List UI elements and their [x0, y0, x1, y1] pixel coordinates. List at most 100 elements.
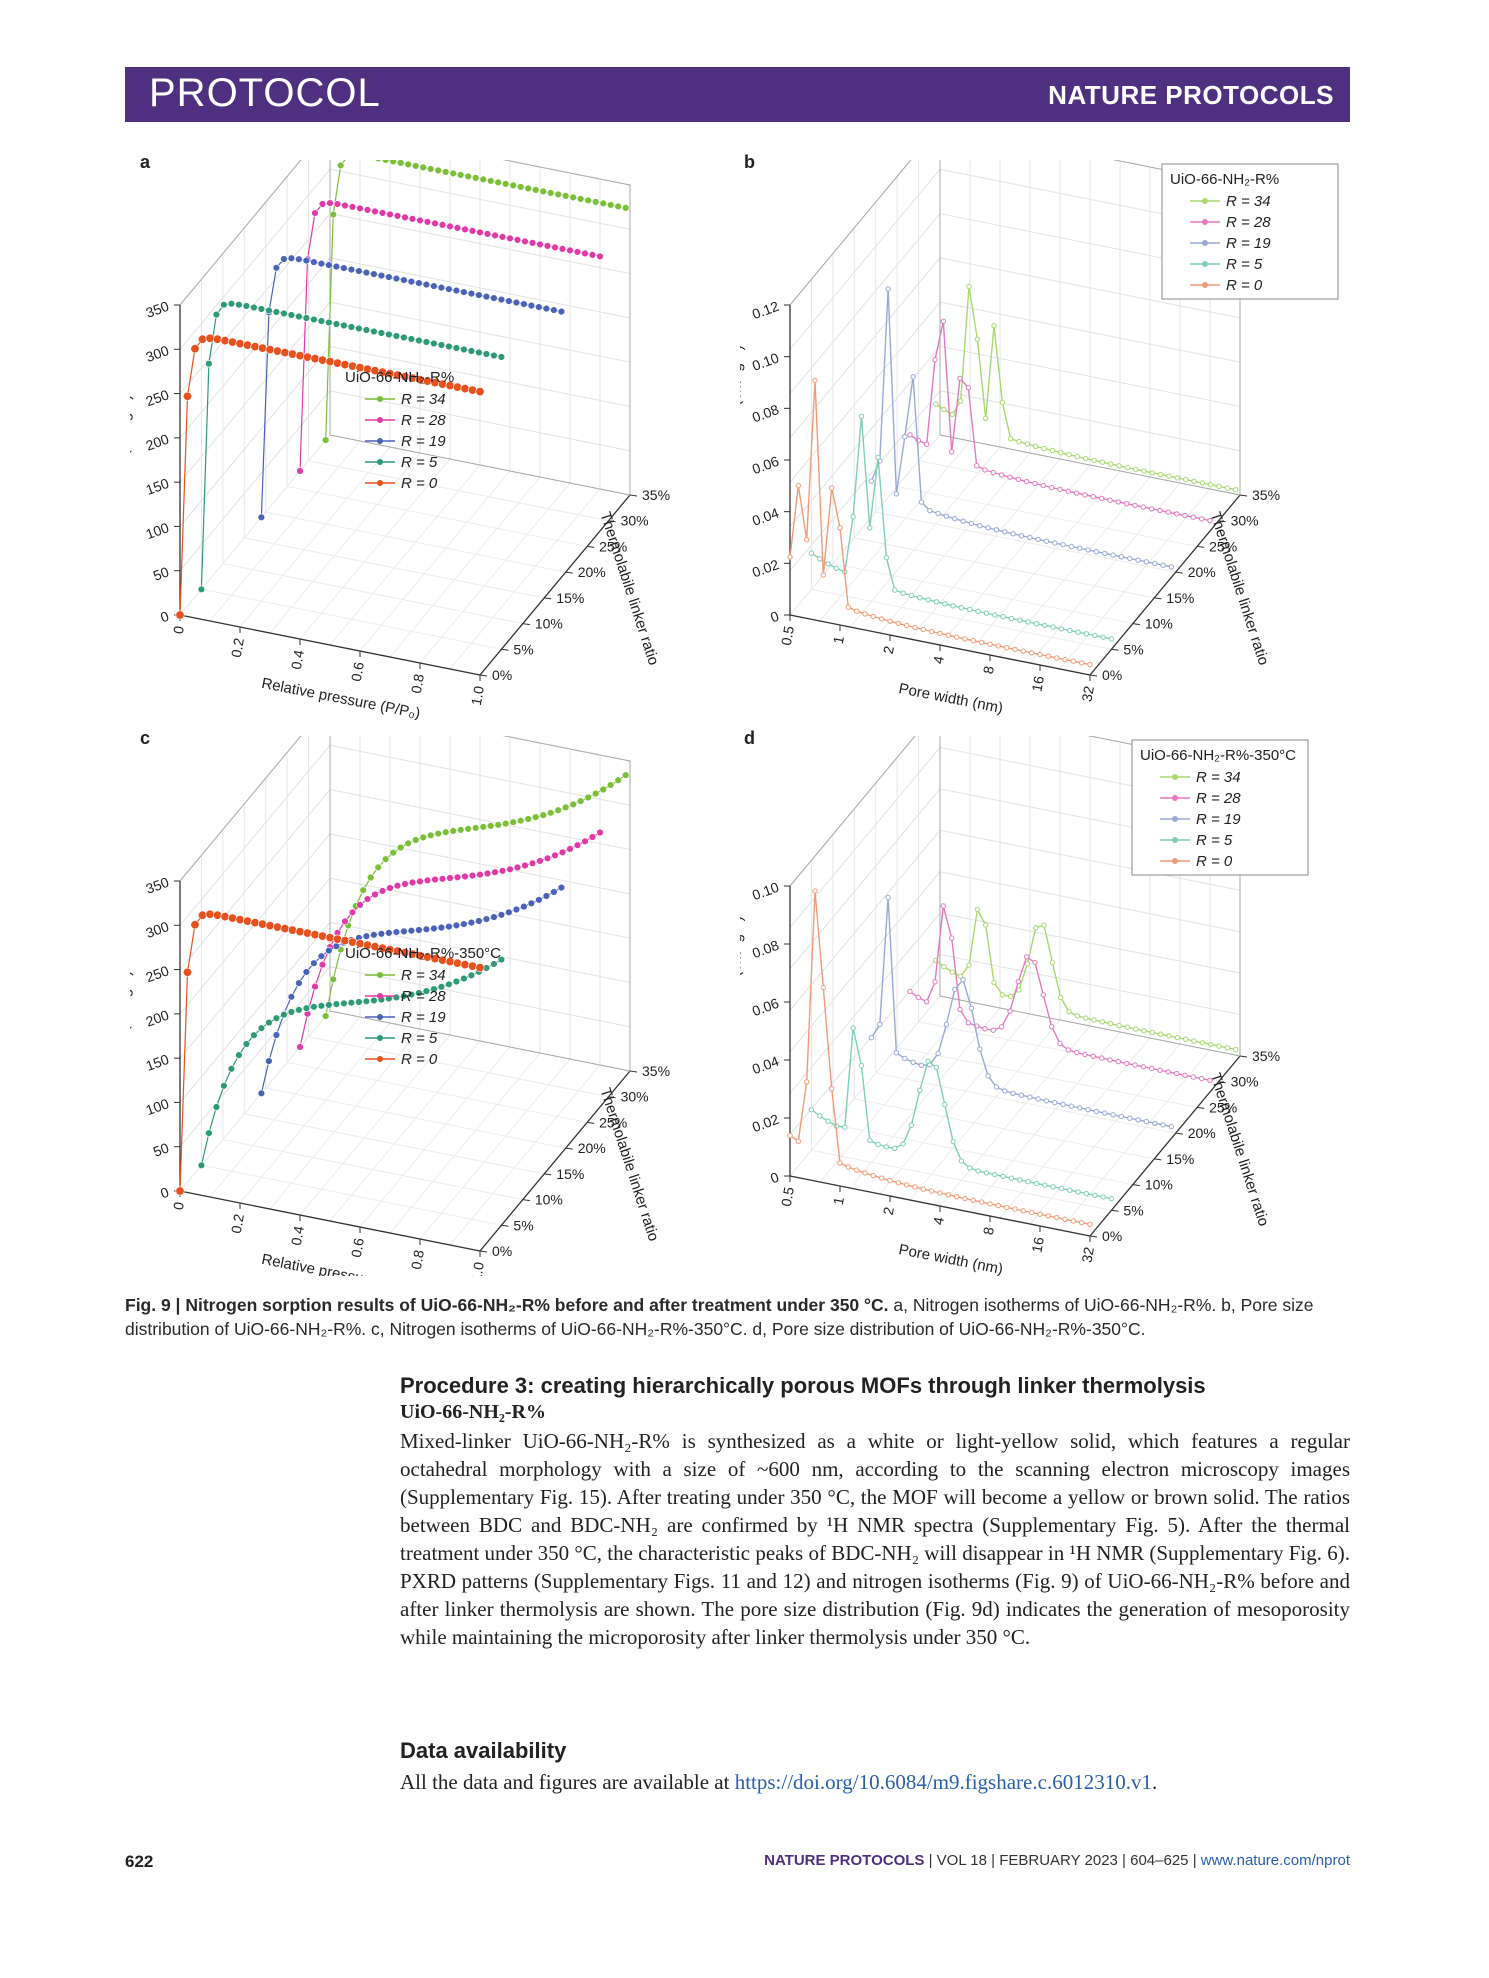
isotherm-point: [295, 255, 303, 263]
isotherm-point: [505, 297, 513, 305]
grid-floor-x: [179, 434, 331, 616]
psd-point: [1199, 516, 1205, 522]
psd-point: [1083, 631, 1090, 637]
psd-point: [1160, 562, 1166, 568]
z-tick-label: 35%: [642, 1063, 670, 1079]
isotherm-point: [407, 990, 416, 999]
y-tick-label: 300: [144, 918, 172, 941]
caption-rest: a, Nitrogen isotherms of UiO-66-NH₂-R%. …: [125, 1295, 1314, 1339]
isotherm-point: [622, 771, 630, 779]
z-tick: [1089, 1235, 1098, 1238]
psd-point: [983, 1170, 990, 1176]
isotherm-point: [577, 797, 585, 805]
isotherm-point: [212, 1103, 221, 1111]
psd-point: [1079, 1219, 1085, 1226]
isotherm-point: [333, 934, 343, 944]
psd-point: [1074, 1049, 1080, 1056]
isotherm-point: [392, 274, 401, 283]
isotherm-point: [374, 863, 382, 872]
psd-point: [910, 374, 916, 380]
isotherm-point: [371, 890, 379, 899]
psd-point: [1110, 552, 1116, 558]
psd-point: [945, 1192, 952, 1198]
isotherm-point: [475, 387, 485, 397]
isotherm-point: [205, 1129, 213, 1137]
isotherm-point: [569, 193, 577, 202]
y-tick-label: 300: [144, 342, 172, 365]
isotherm-point: [438, 875, 447, 883]
y-axis-label: N₂ uptake (cm³ g⁻¹): [130, 394, 134, 525]
chart-b-svg: 0 0.02 0.04 0.06 0.08 0.10 0.12 0.5 1 2 4 8 16 32 0%5%…: [740, 160, 1339, 717]
psd-point: [925, 1058, 931, 1064]
psd-point: [1058, 994, 1064, 1001]
psd-point: [1099, 1055, 1105, 1061]
isotherm-point: [257, 1089, 266, 1097]
isotherm-point: [318, 931, 328, 941]
grid-side-h: [789, 257, 941, 439]
psd-point: [982, 1026, 988, 1032]
isotherm-point: [340, 360, 350, 370]
footer-pages: 604–625: [1130, 1852, 1189, 1869]
isotherm-point: [434, 166, 442, 175]
figshare-link[interactable]: https://doi.org/10.6084/m9.figshare.c.60…: [734, 1770, 1152, 1794]
psd-point: [1216, 1043, 1222, 1049]
isotherm-point: [542, 304, 551, 313]
isotherm-point: [558, 848, 567, 857]
psd-point: [993, 527, 1000, 533]
grid-side-h: [179, 789, 331, 970]
isotherm-point: [483, 869, 492, 878]
isotherm-point: [557, 883, 566, 892]
isotherm-point: [535, 896, 543, 904]
z-tick-label: 10%: [1145, 1177, 1173, 1193]
y-tick-label: 0: [158, 608, 171, 626]
isotherm-point: [295, 351, 305, 361]
grid-side-h: [789, 160, 912, 306]
psd-point: [883, 1144, 890, 1150]
isotherm-point: [472, 824, 480, 832]
psd-point: [1025, 1178, 1031, 1185]
psd-point: [1012, 646, 1018, 653]
isotherm-point: [362, 997, 371, 1005]
isotherm-point: [400, 927, 408, 936]
isotherm-point: [182, 967, 192, 977]
grid-floor-z: [222, 1139, 523, 1201]
grid-floor-z: [832, 563, 1133, 625]
psd-point: [892, 1145, 898, 1151]
psd-point: [1017, 1177, 1023, 1183]
psd-point: [1029, 650, 1035, 656]
x-tick-label: 32: [1078, 1246, 1096, 1264]
psd-point: [1174, 475, 1181, 481]
z-tick: [1239, 494, 1248, 497]
legend-swatch-marker: [1172, 795, 1178, 801]
psd-point: [949, 969, 956, 975]
isotherm-point: [472, 174, 480, 182]
isotherm-point: [389, 848, 397, 857]
isotherm-point: [513, 236, 522, 244]
psd-point: [837, 525, 843, 531]
grid-floor-z: [897, 1046, 1198, 1108]
isotherm-point: [296, 467, 304, 475]
psd-point: [1041, 445, 1047, 452]
legend-swatch-marker: [377, 1035, 383, 1041]
isotherm-point: [475, 348, 483, 357]
psd-point: [885, 894, 891, 901]
isotherm-point: [280, 255, 288, 263]
x-tick-label: 0.4: [288, 1225, 307, 1247]
psd-point: [957, 375, 963, 382]
grid-floor-x: [999, 476, 1151, 658]
psd-point: [1191, 478, 1197, 484]
isotherm-point: [543, 242, 552, 250]
psd-point: [950, 1138, 956, 1145]
isotherm-point: [310, 1003, 318, 1011]
psd-point: [1093, 1108, 1100, 1115]
isotherm-point: [460, 345, 468, 354]
psd-point: [910, 1059, 916, 1065]
psd-point: [1074, 1013, 1081, 1019]
isotherm-point: [431, 875, 439, 884]
isotherm-point: [197, 1161, 206, 1169]
footer-url[interactable]: www.nature.com/nprot: [1200, 1852, 1350, 1869]
isotherm-point: [487, 822, 495, 830]
z-tick-label: 0%: [492, 667, 512, 683]
psd-point: [974, 906, 981, 913]
psd-point: [787, 1132, 793, 1139]
